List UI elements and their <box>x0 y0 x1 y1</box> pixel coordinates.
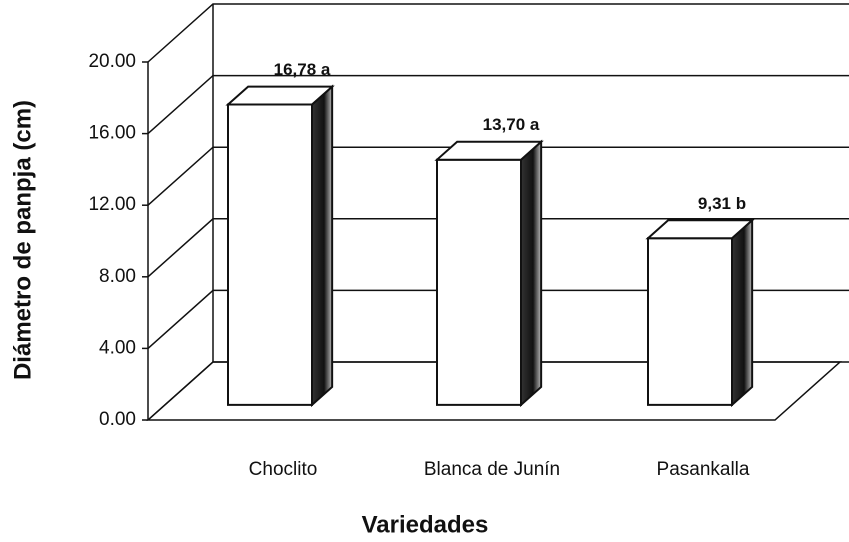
bar <box>645 218 755 408</box>
grid-line <box>147 361 849 421</box>
grid-line <box>147 289 849 349</box>
bar-top <box>645 219 755 240</box>
bar-side <box>520 139 543 408</box>
bar-front <box>647 237 733 406</box>
grid-line <box>147 146 849 206</box>
y-tick-label: 20.00 <box>88 51 136 72</box>
x-tick-label: Choclito <box>249 459 318 480</box>
value-label: 13,70 a <box>483 115 540 134</box>
bar-top <box>434 140 544 161</box>
bar-side <box>731 218 754 408</box>
bar-top <box>225 85 335 106</box>
y-tick-label: 12.00 <box>88 194 136 215</box>
y-tick-label: 0.00 <box>99 409 136 430</box>
value-label: 16,78 a <box>274 60 331 79</box>
bar-front <box>436 158 522 406</box>
bar-side <box>311 84 334 408</box>
value-label: 9,31 b <box>698 194 746 213</box>
bar-front <box>227 103 313 406</box>
x-tick-label: Blanca de Junín <box>424 459 560 480</box>
grid-line <box>147 218 849 278</box>
grid-line <box>147 74 849 135</box>
x-axis-title: Variedades <box>362 511 489 538</box>
y-tick-label: 8.00 <box>99 266 136 287</box>
bar <box>434 139 544 408</box>
bar <box>225 84 335 408</box>
y-tick-label: 16.00 <box>88 123 136 144</box>
x-tick-label: Pasankalla <box>657 459 750 480</box>
grid-line <box>147 3 849 63</box>
y-tick-label: 4.00 <box>99 337 136 358</box>
y-axis-title: Diámetro de panpja (cm) <box>9 100 36 380</box>
